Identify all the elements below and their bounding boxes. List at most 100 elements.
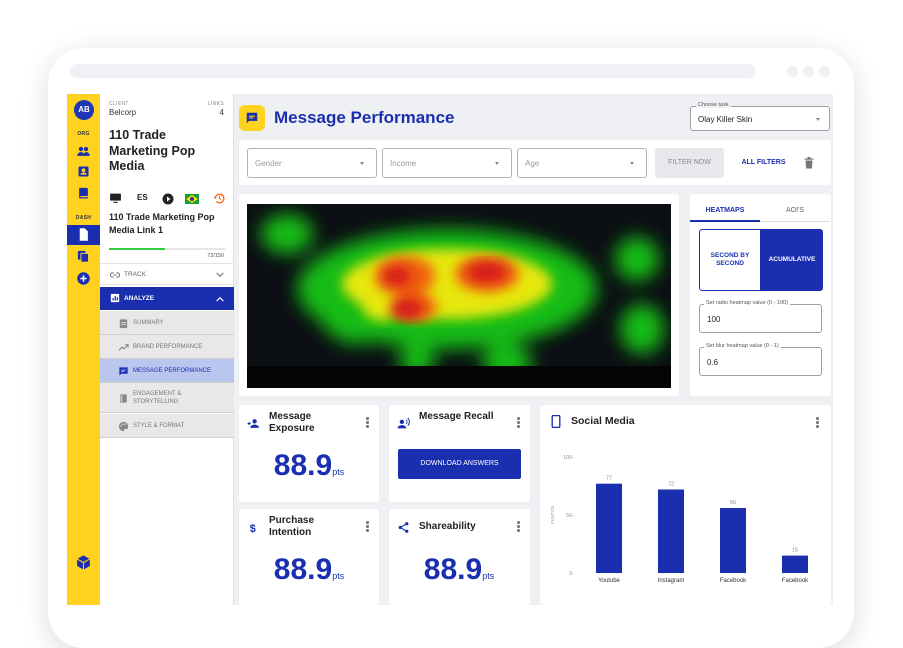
more-vert-icon[interactable] bbox=[517, 521, 520, 532]
tab-heatmaps[interactable]: HEATMAPS bbox=[690, 200, 760, 222]
x-tick-label: Facebook bbox=[720, 578, 747, 584]
bar-value-label: 72 bbox=[668, 481, 674, 487]
heatmap-footer-strip bbox=[247, 366, 671, 388]
chevron-down-icon bbox=[630, 162, 634, 165]
palette-icon bbox=[118, 421, 129, 432]
rail-dash-label: DASH bbox=[75, 215, 92, 221]
share-icon bbox=[398, 522, 409, 533]
trash-icon[interactable] bbox=[804, 157, 814, 169]
rail-org-label: ORG bbox=[77, 131, 90, 137]
phone-icon bbox=[551, 415, 561, 428]
page-title: Message Performance bbox=[274, 108, 455, 127]
mode-second-by-second-button[interactable]: SECOND BY SECOND bbox=[699, 229, 761, 291]
more-vert-icon[interactable] bbox=[517, 417, 520, 428]
link-name: 110 Trade Marketing Pop Media Link 1 bbox=[109, 212, 215, 235]
window-dot bbox=[819, 66, 830, 77]
x-tick-label: Instagram bbox=[658, 578, 685, 584]
clipboard-icon bbox=[119, 319, 128, 329]
more-vert-icon[interactable] bbox=[366, 417, 369, 428]
side-panel: CLIENT Belcorp LINKS 4 110 Trade Marketi… bbox=[100, 94, 234, 605]
metric-unit: pts bbox=[482, 571, 495, 581]
metric-value: 88.9pts bbox=[239, 553, 379, 587]
book-icon[interactable] bbox=[76, 186, 91, 201]
more-vert-icon[interactable] bbox=[816, 417, 819, 428]
filter-bar: Gender Income Age FILTER NOW ALL FILTERS bbox=[239, 140, 831, 185]
y-tick-label: 50- bbox=[566, 513, 574, 519]
social-media-card: Social Media 100- 50- 0- PUNTOS 77 Youtube 72 I… bbox=[540, 405, 831, 605]
blur-heatmap-field[interactable]: Set blur heatmap value (0 - 1) 0.6 bbox=[699, 343, 822, 376]
chevron-down-icon bbox=[216, 272, 224, 278]
task-select-value: Olay Killer Skin bbox=[698, 115, 753, 124]
project-title: 110 Trade Marketing Pop Media bbox=[109, 128, 196, 173]
window-dot bbox=[787, 66, 798, 77]
chevron-down-icon bbox=[360, 162, 364, 165]
chevron-down-icon bbox=[495, 162, 499, 165]
purchase-intention-card: $ Purchase Intention 88.9pts bbox=[239, 509, 379, 605]
card-title: Purchase Intention bbox=[269, 515, 315, 538]
radio-heatmap-value: 100 bbox=[707, 315, 721, 324]
chart-title: Social Media bbox=[571, 415, 635, 427]
contacts-icon[interactable] bbox=[76, 164, 91, 179]
bar bbox=[782, 555, 808, 573]
x-tick-label: Youtube bbox=[598, 578, 620, 584]
bar bbox=[720, 508, 746, 573]
y-axis-label: PUNTOS bbox=[550, 506, 555, 525]
card-title: Message Recall bbox=[419, 411, 494, 422]
income-select[interactable]: Income bbox=[382, 148, 512, 178]
nav-sub-message-performance[interactable]: MESSAGE PERFORMANCE bbox=[100, 359, 234, 383]
nav-sub-brand-performance[interactable]: BRAND PERFORMANCE bbox=[100, 335, 234, 359]
message-icon bbox=[246, 112, 258, 124]
nav-sub-style-format[interactable]: STYLE & FORMAT bbox=[100, 414, 234, 438]
nav-sub-summary[interactable]: SUMMARY bbox=[100, 311, 234, 335]
history-icon[interactable] bbox=[213, 192, 226, 205]
blur-heatmap-value: 0.6 bbox=[707, 358, 719, 367]
more-vert-icon[interactable] bbox=[366, 521, 369, 532]
nav-sub-label: MESSAGE PERFORMANCE bbox=[133, 368, 212, 374]
download-answers-button[interactable]: DOWNLOAD ANSWERS bbox=[398, 449, 521, 479]
icon-rail: AB ORG DASH bbox=[67, 94, 100, 605]
nav-sub-engagement-storytelling[interactable]: ENGAGEMENT & STORYTELLING bbox=[100, 383, 234, 413]
social-media-bar-chart: 100- 50- 0- PUNTOS 77 Youtube 72 Instagram 56 Fac… bbox=[550, 455, 809, 584]
nav-sub-label: BRAND PERFORMANCE bbox=[133, 344, 203, 350]
age-select[interactable]: Age bbox=[517, 148, 647, 178]
window-address-bar bbox=[70, 64, 756, 78]
task-select[interactable]: Choose task Olay Killer Skin bbox=[690, 102, 830, 131]
blur-heatmap-label: Set blur heatmap value (0 - 1) bbox=[704, 343, 781, 349]
card-title: Message Exposure bbox=[269, 411, 315, 434]
gender-select[interactable]: Gender bbox=[247, 148, 377, 178]
copy-icon[interactable] bbox=[76, 249, 91, 264]
metric-number: 88.9 bbox=[423, 553, 483, 586]
mode-accumulative-button[interactable]: ACUMULATIVE bbox=[761, 229, 823, 291]
heatmap-card bbox=[239, 194, 679, 396]
tab-aois[interactable]: AOI'S bbox=[760, 200, 830, 222]
add-circle-icon[interactable] bbox=[76, 271, 91, 286]
nav-analyze[interactable]: ANALYZE bbox=[100, 287, 234, 310]
gender-select-label: Gender bbox=[255, 159, 282, 168]
dollar-icon: $ bbox=[250, 523, 256, 534]
avatar[interactable]: AB bbox=[74, 100, 94, 120]
nav-track[interactable]: TRACK bbox=[100, 263, 234, 285]
message-recall-card: Message Recall DOWNLOAD ANSWERS bbox=[389, 405, 530, 502]
heatmap-controls: HEATMAPS AOI'S SECOND BY SECOND ACUMULAT… bbox=[690, 194, 831, 396]
y-tick-label: 0- bbox=[569, 571, 574, 577]
all-filters-button[interactable]: ALL FILTERS bbox=[741, 159, 786, 166]
client-name: Belcorp bbox=[109, 108, 137, 117]
metric-number: 88.9 bbox=[273, 553, 333, 586]
heatmap-image bbox=[247, 204, 671, 388]
link-progress-text: 72/150 bbox=[207, 253, 224, 259]
heatmap-overlay bbox=[247, 204, 671, 388]
radio-heatmap-field[interactable]: Set radio heatmap value (0 - 100) 100 bbox=[699, 300, 822, 333]
radio-heatmap-label: Set radio heatmap value (0 - 100) bbox=[704, 300, 790, 306]
metric-value: 88.9pts bbox=[389, 553, 529, 587]
brazil-flag-icon bbox=[185, 194, 199, 204]
chevron-down-icon bbox=[816, 118, 820, 121]
income-select-label: Income bbox=[390, 159, 417, 168]
cube-logo-icon bbox=[76, 555, 91, 570]
people-icon[interactable] bbox=[76, 144, 91, 159]
message-icon bbox=[119, 367, 128, 376]
filter-now-button[interactable]: FILTER NOW bbox=[655, 148, 724, 178]
document-icon[interactable] bbox=[76, 227, 91, 242]
play-circle-icon[interactable] bbox=[162, 193, 174, 205]
links-count: 4 bbox=[219, 108, 224, 117]
message-exposure-card: Message Exposure 88.9pts bbox=[239, 405, 379, 502]
